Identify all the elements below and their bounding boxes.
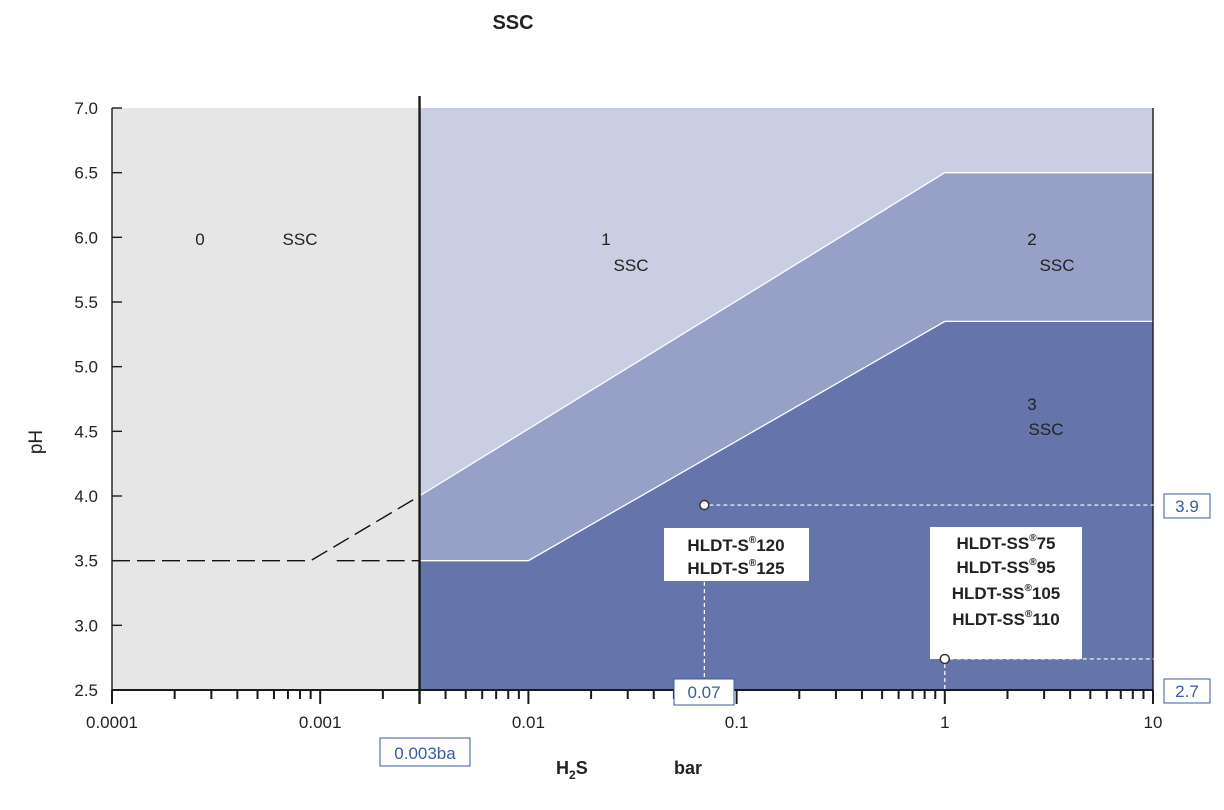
region-1-label: SSC bbox=[614, 256, 649, 275]
point-1-x-label: 0.07 bbox=[687, 683, 720, 702]
x-axis-label: H2S bbox=[556, 758, 588, 782]
point-1-marker bbox=[699, 499, 710, 511]
region-3-number: 3 bbox=[1027, 395, 1036, 414]
x-ticks: 0.0001 0.001 0.01 0.1 1 10 bbox=[86, 690, 1162, 732]
x-tick-label: 0.0001 bbox=[86, 713, 138, 732]
y-tick-label: 6.0 bbox=[74, 228, 98, 247]
point-1-y-box bbox=[1163, 493, 1211, 519]
point-2-marker bbox=[939, 653, 951, 665]
x-marker-label: 0.003ba bbox=[394, 744, 456, 763]
chart-title: SSC bbox=[492, 12, 533, 34]
x-tick-label: 1 bbox=[940, 713, 949, 732]
region-3-label: SSC bbox=[1029, 420, 1064, 439]
region-1-number: 1 bbox=[601, 230, 610, 249]
dashed-guide-line bbox=[112, 495, 420, 562]
point-1-x-box bbox=[673, 678, 735, 706]
point-2-grade-2: HLDT-SS®95 bbox=[956, 557, 1055, 577]
y-axis-label: pH bbox=[26, 430, 47, 454]
point-2-y-label: 2.7 bbox=[1175, 682, 1199, 701]
sample-point-1: 3.9 0.07 HLDT-S®120 HLDT-S®125 bbox=[664, 493, 1211, 706]
x-axis-label-tail: S bbox=[576, 758, 588, 778]
y-tick-label: 7.0 bbox=[74, 99, 98, 118]
point-2-grades-box bbox=[930, 527, 1082, 659]
x-tick-label: 0.1 bbox=[725, 713, 749, 732]
y-tick-label: 5.0 bbox=[74, 358, 98, 377]
y-tick-label: 4.5 bbox=[74, 422, 98, 441]
region-0-number: 0 bbox=[195, 230, 204, 249]
point-1-grade-2: HLDT-S®125 bbox=[687, 558, 784, 578]
region-0-fill bbox=[112, 108, 420, 690]
point-2-grade-1: HLDT-SS®75 bbox=[956, 533, 1055, 553]
region-1-fill bbox=[419, 108, 1153, 496]
x-axis-label-sub: 2 bbox=[569, 768, 576, 782]
y-ticks: 2.5 3.0 3.5 4.0 4.5 5.0 5.5 6.0 6.5 7.0 bbox=[74, 99, 122, 700]
boundary-2-3-line bbox=[419, 320, 1153, 562]
point-2-grade-3: HLDT-SS®105 bbox=[952, 583, 1060, 603]
x-tick-label: 0.001 bbox=[299, 713, 342, 732]
x-marker-box bbox=[379, 737, 471, 767]
y-tick-label: 3.5 bbox=[74, 552, 98, 571]
boundary-1-2-line bbox=[419, 172, 1153, 497]
region-2-number: 2 bbox=[1027, 230, 1036, 249]
y-tick-label: 4.0 bbox=[74, 487, 98, 506]
region-2-fill bbox=[419, 172, 1153, 561]
x-axis-label-main: H bbox=[556, 758, 569, 778]
y-tick-label: 3.0 bbox=[74, 616, 98, 635]
point-2-grade-4: HLDT-SS®110 bbox=[952, 609, 1060, 629]
y-tick-label: 5.5 bbox=[74, 293, 98, 312]
point-1-y-label: 3.9 bbox=[1175, 497, 1199, 516]
y-tick-label: 6.5 bbox=[74, 164, 98, 183]
x-axis-unit: bar bbox=[674, 758, 702, 778]
x-tick-label: 10 bbox=[1144, 713, 1163, 732]
region-2-label: SSC bbox=[1040, 256, 1075, 275]
region-0-label: SSC bbox=[283, 230, 318, 249]
sample-point-2: 2.7 HLDT-SS®75 HLDT-SS®95 HLDT-SS®105 HL… bbox=[930, 527, 1211, 704]
axes bbox=[111, 108, 1154, 692]
x-tick-label: 0.01 bbox=[512, 713, 545, 732]
point-1-grades-box bbox=[664, 528, 809, 581]
point-2-y-box bbox=[1163, 678, 1211, 704]
point-1-grade-1: HLDT-S®120 bbox=[687, 535, 784, 555]
y-tick-label: 2.5 bbox=[74, 681, 98, 700]
